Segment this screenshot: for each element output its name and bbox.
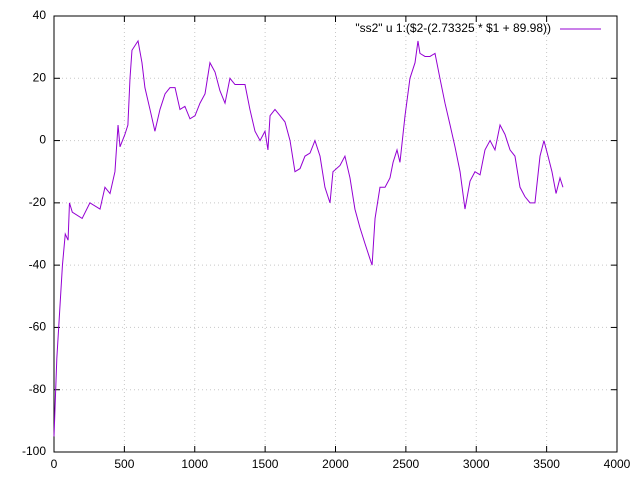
plot-border [53, 15, 618, 453]
line [53, 39, 564, 437]
x-tick-label: 500 [114, 457, 134, 471]
x-tick-label: 2000 [322, 457, 349, 471]
y-tick-label: 40 [33, 8, 47, 22]
legend-label: "ss2" u 1:($2-(2.73325 * $1 + 89.98)) [355, 21, 551, 35]
x-tick-label: 1000 [181, 457, 208, 471]
x-tick-label: 1500 [252, 457, 279, 471]
y-tick-label: -60 [29, 320, 47, 334]
y-tick-label: 0 [39, 133, 46, 147]
x-tick-label: 2500 [393, 457, 420, 471]
y-tick-label: -80 [29, 382, 47, 396]
x-tick-label: 3500 [533, 457, 560, 471]
x-tick-label: 4000 [604, 457, 631, 471]
x-tick-label: 0 [51, 457, 58, 471]
y-tick-label: 20 [33, 70, 47, 84]
y-tick-label: -20 [29, 195, 47, 209]
y-tick-label: -40 [29, 257, 47, 271]
y-tick-label: -100 [22, 444, 46, 458]
x-tick-label: 3000 [463, 457, 490, 471]
